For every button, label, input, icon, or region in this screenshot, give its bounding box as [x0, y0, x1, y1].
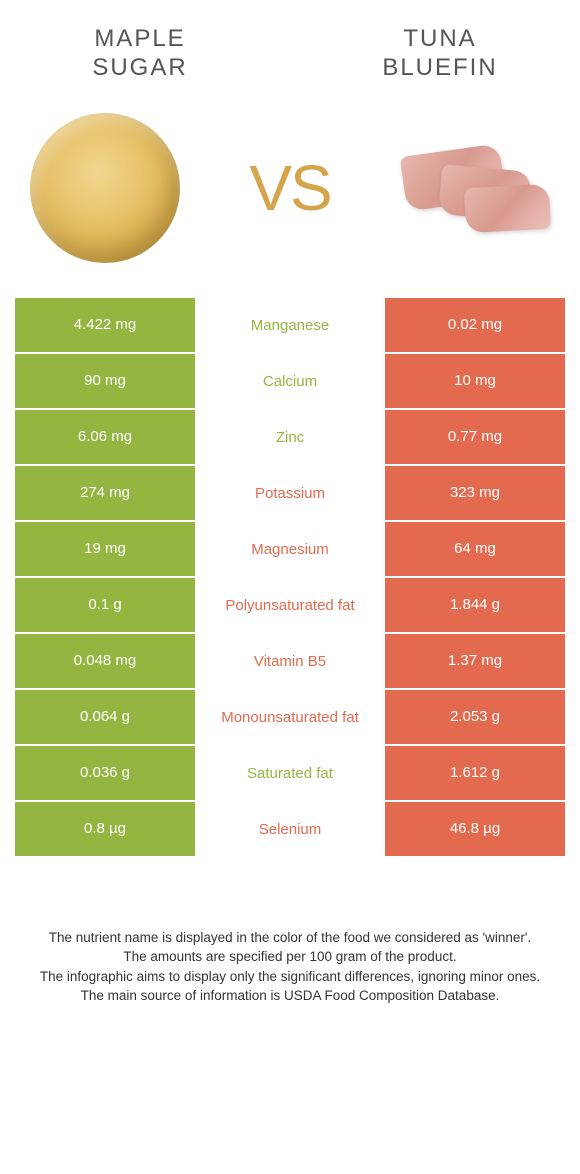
images-row: VS: [0, 93, 580, 298]
footer: The nutrient name is displayed in the co…: [0, 928, 580, 1006]
nutrient-name: Potassium: [195, 466, 385, 522]
table-row: 6.06 mgZinc0.77 mg: [15, 410, 565, 466]
nutrient-name: Vitamin B5: [195, 634, 385, 690]
table-row: 0.048 mgVitamin B51.37 mg: [15, 634, 565, 690]
footer-line4: The main source of information is USDA F…: [30, 986, 550, 1006]
value-right: 64 mg: [385, 522, 565, 578]
value-right: 1.844 g: [385, 578, 565, 634]
table-row: 90 mgCalcium10 mg: [15, 354, 565, 410]
value-right: 0.77 mg: [385, 410, 565, 466]
food-left-line2: sugar: [92, 54, 187, 81]
value-right: 323 mg: [385, 466, 565, 522]
table-row: 0.8 µgSelenium46.8 µg: [15, 802, 565, 858]
food-right-line1: Tuna: [403, 25, 476, 52]
value-left: 6.06 mg: [15, 410, 195, 466]
table-row: 19 mgMagnesium64 mg: [15, 522, 565, 578]
value-left: 274 mg: [15, 466, 195, 522]
nutrient-name: Zinc: [195, 410, 385, 466]
value-left: 4.422 mg: [15, 298, 195, 354]
nutrient-name: Calcium: [195, 354, 385, 410]
nutrient-name: Polyunsaturated fat: [195, 578, 385, 634]
nutrient-name: Selenium: [195, 802, 385, 858]
food-title-right: Tuna Bluefin: [350, 25, 530, 83]
value-left: 0.048 mg: [15, 634, 195, 690]
header: Maple sugar Tuna Bluefin: [0, 0, 580, 93]
footer-line1: The nutrient name is displayed in the co…: [30, 928, 550, 948]
maple-sugar-icon: [30, 113, 180, 263]
food-left-line1: Maple: [94, 25, 185, 52]
nutrient-name: Monounsaturated fat: [195, 690, 385, 746]
value-right: 1.37 mg: [385, 634, 565, 690]
table-row: 274 mgPotassium323 mg: [15, 466, 565, 522]
table-row: 0.036 gSaturated fat1.612 g: [15, 746, 565, 802]
value-right: 2.053 g: [385, 690, 565, 746]
value-right: 1.612 g: [385, 746, 565, 802]
nutrient-name: Manganese: [195, 298, 385, 354]
value-left: 0.1 g: [15, 578, 195, 634]
value-left: 90 mg: [15, 354, 195, 410]
value-left: 0.064 g: [15, 690, 195, 746]
comparison-infographic: Maple sugar Tuna Bluefin VS 4.422 mgMang…: [0, 0, 580, 1006]
value-left: 19 mg: [15, 522, 195, 578]
food-right-line2: Bluefin: [382, 54, 497, 81]
nutrient-name: Saturated fat: [195, 746, 385, 802]
footer-line2: The amounts are specified per 100 gram o…: [30, 947, 550, 967]
food-title-left: Maple sugar: [50, 25, 230, 83]
value-left: 0.036 g: [15, 746, 195, 802]
vs-label: VS: [249, 151, 330, 225]
table-row: 0.1 gPolyunsaturated fat1.844 g: [15, 578, 565, 634]
footer-line3: The infographic aims to display only the…: [30, 967, 550, 987]
table-row: 0.064 gMonounsaturated fat2.053 g: [15, 690, 565, 746]
nutrient-table: 4.422 mgManganese0.02 mg90 mgCalcium10 m…: [15, 298, 565, 858]
nutrient-name: Magnesium: [195, 522, 385, 578]
food-image-left: [20, 108, 190, 268]
tuna-icon: [395, 138, 555, 238]
value-right: 0.02 mg: [385, 298, 565, 354]
food-image-right: [390, 108, 560, 268]
value-right: 10 mg: [385, 354, 565, 410]
table-row: 4.422 mgManganese0.02 mg: [15, 298, 565, 354]
value-right: 46.8 µg: [385, 802, 565, 858]
value-left: 0.8 µg: [15, 802, 195, 858]
